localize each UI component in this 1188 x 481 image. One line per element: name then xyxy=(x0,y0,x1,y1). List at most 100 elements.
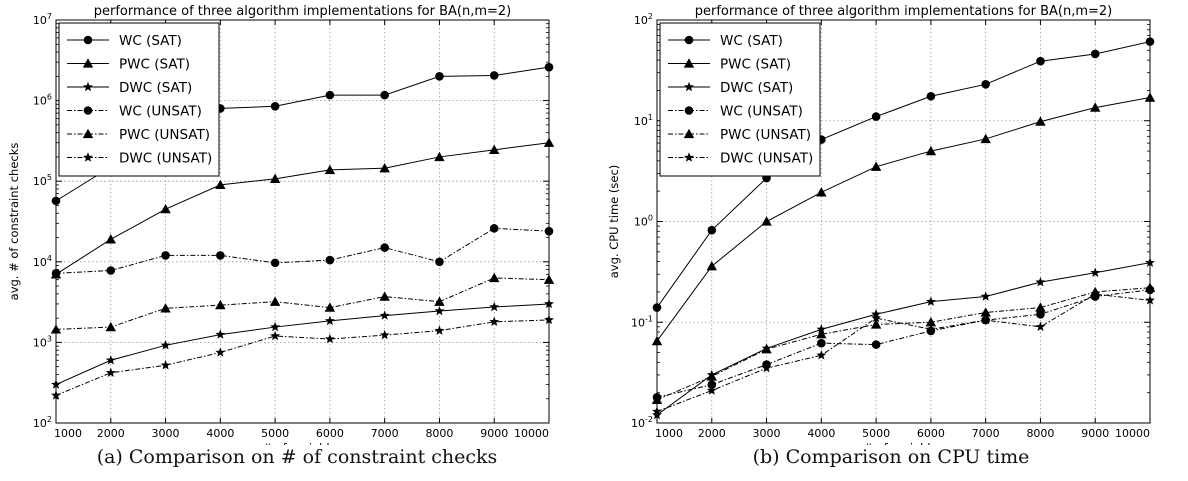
legend-marker xyxy=(83,81,93,92)
data-point xyxy=(817,338,826,348)
data-point xyxy=(925,317,937,327)
legend-marker xyxy=(684,35,694,45)
data-point xyxy=(434,305,445,316)
x-tick-label: 1000 xyxy=(655,427,683,440)
data-point xyxy=(1090,267,1101,277)
legend-label: DWC (UNSAT) xyxy=(720,151,813,167)
data-point xyxy=(380,90,389,100)
data-point xyxy=(324,333,335,344)
data-point xyxy=(325,255,335,265)
series-dwc-sat xyxy=(51,298,554,389)
y-tick-label: 102 xyxy=(634,12,653,27)
legend-label: DWC (SAT) xyxy=(720,80,793,96)
data-point xyxy=(980,307,991,317)
y-axis-label: avg. CPU time (sec) xyxy=(607,165,621,279)
y-tick-label: 10-1 xyxy=(631,314,653,329)
data-point xyxy=(925,145,937,156)
data-point xyxy=(816,187,827,197)
data-point xyxy=(324,315,335,326)
legend-label: DWC (SAT) xyxy=(119,80,192,96)
data-point xyxy=(105,355,116,365)
data-point xyxy=(706,371,717,381)
legend-marker xyxy=(683,128,695,139)
data-point xyxy=(270,330,281,341)
data-point xyxy=(870,319,882,329)
data-point xyxy=(1036,309,1045,319)
x-tick-label: 4000 xyxy=(807,427,835,440)
data-point xyxy=(489,272,500,283)
data-point xyxy=(1090,49,1100,59)
data-point xyxy=(324,302,336,312)
x-tick-label: 3000 xyxy=(753,427,781,440)
data-point xyxy=(489,224,499,233)
plot-frame xyxy=(55,19,550,424)
x-tick-label: 6000 xyxy=(316,427,344,440)
data-point xyxy=(1035,302,1046,312)
series-line xyxy=(55,319,550,396)
data-point xyxy=(706,261,717,271)
data-point xyxy=(1035,321,1046,332)
x-tick-label: 8000 xyxy=(1026,427,1054,440)
series-line xyxy=(656,289,1151,398)
data-point xyxy=(160,203,171,214)
data-point xyxy=(489,301,500,312)
x-tick-label: 3000 xyxy=(152,427,180,440)
x-tick-label: 9000 xyxy=(1081,427,1109,440)
legend-label: PWC (SAT) xyxy=(720,57,791,73)
data-point xyxy=(270,321,281,332)
x-tick-label: 10000 xyxy=(1115,427,1150,440)
x-tick-label: 7000 xyxy=(371,427,399,440)
data-point xyxy=(1035,276,1046,287)
data-point xyxy=(816,324,827,334)
data-point xyxy=(161,251,170,260)
data-point xyxy=(324,164,336,175)
data-point xyxy=(871,340,881,349)
x-tick-label: 4000 xyxy=(206,427,234,440)
data-point xyxy=(215,179,226,190)
y-tick-label: 106 xyxy=(33,93,52,108)
series-line xyxy=(55,142,550,275)
series-wc-unsat xyxy=(51,224,554,278)
chart-panel-b: 1000 2000 3000 4000 5000 6000 7000 8000 9000 1000… xyxy=(594,0,1188,481)
data-point xyxy=(380,243,389,252)
series-line xyxy=(656,97,1151,342)
data-point xyxy=(434,296,445,306)
series-line xyxy=(656,287,1151,401)
y-tick-label: 100 xyxy=(634,214,653,229)
y-axis-label: avg. # of constraint checks xyxy=(7,143,21,301)
data-point xyxy=(489,71,499,80)
data-point xyxy=(1090,102,1101,112)
data-point xyxy=(435,257,444,267)
data-point xyxy=(269,296,281,306)
data-point xyxy=(871,112,881,121)
y-tick-label: 10-2 xyxy=(631,415,653,430)
series-pwc-sat xyxy=(651,92,1156,346)
x-tick-label: 6000 xyxy=(917,427,945,440)
chart-title: performance of three algorithm implement… xyxy=(94,4,512,19)
series-line xyxy=(656,41,1151,308)
legend-label: WC (SAT) xyxy=(720,33,783,49)
legend: WC (SAT) PWC (SAT) DWC (SAT) WC (UNSAT) PWC … xyxy=(659,22,821,177)
data-point xyxy=(980,291,991,301)
x-tick-label: 5000 xyxy=(261,427,289,440)
series-line xyxy=(656,293,1151,412)
legend-marker xyxy=(684,81,694,92)
series-wc-sat xyxy=(652,37,1155,312)
y-tick-label: 103 xyxy=(33,334,52,349)
data-point xyxy=(160,303,171,313)
data-point xyxy=(707,225,717,235)
data-point xyxy=(160,360,171,370)
data-point xyxy=(379,162,390,173)
data-point xyxy=(216,251,225,260)
series-line xyxy=(55,303,550,385)
data-point xyxy=(379,291,390,301)
data-point xyxy=(816,350,827,360)
x-tick-label: 2000 xyxy=(97,427,125,440)
legend-label: PWC (UNSAT) xyxy=(720,127,811,143)
data-point xyxy=(925,296,936,306)
legend-label: WC (UNSAT) xyxy=(119,104,202,120)
chart-title: performance of three algorithm implement… xyxy=(695,4,1113,19)
legend-marker xyxy=(684,152,694,162)
cpu-time-chart: 1000 2000 3000 4000 5000 6000 7000 8000 9000 1000… xyxy=(607,4,1156,445)
data-point xyxy=(926,91,936,101)
